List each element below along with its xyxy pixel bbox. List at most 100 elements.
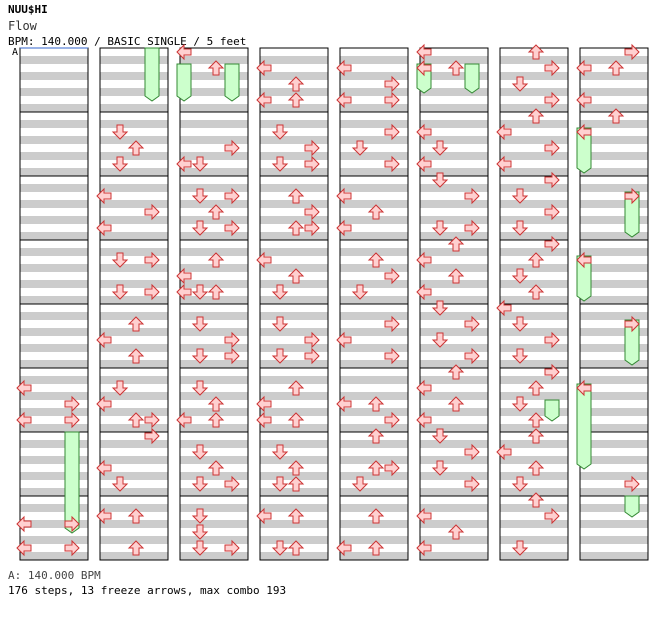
down-arrow [111,380,129,396]
left-arrow [336,59,352,77]
right-arrow [384,411,400,429]
beat-stripe [260,472,328,480]
down-arrow [431,220,449,236]
freeze-arrow [64,431,80,534]
column-border [99,47,169,561]
right-arrow [304,331,320,349]
down-arrow [111,284,129,300]
up-arrow [287,188,305,204]
beat-stripe [20,328,88,336]
right-arrow [384,347,400,365]
beat-stripe [20,280,88,288]
beat-stripe [420,232,488,240]
beat-stripe [500,296,568,304]
beat-stripe [100,360,168,368]
up-arrow [447,60,465,76]
beat-stripe [260,312,328,320]
beat-stripe [500,56,568,64]
up-arrow [527,428,545,444]
beat-stripe [420,152,488,160]
right-arrow [224,475,240,493]
right-arrow [624,43,640,61]
down-arrow [271,316,289,332]
beat-stripe [180,408,248,416]
beat-stripe [580,472,648,480]
up-arrow [367,508,385,524]
beat-stripe [100,56,168,64]
beat-stripe [420,136,488,144]
beat-stripe [580,360,648,368]
beat-stripe [580,312,648,320]
beat-stripe [500,72,568,80]
right-arrow [144,203,160,221]
left-arrow [256,91,272,109]
beat-stripe [180,376,248,384]
up-arrow [287,76,305,92]
beat-stripe [340,296,408,304]
beat-stripe [580,88,648,96]
up-arrow [527,284,545,300]
right-arrow [304,155,320,173]
beat-stripe [580,216,648,224]
beat-stripe [100,424,168,432]
beat-stripe [20,360,88,368]
left-arrow [16,379,32,397]
beat-stripe [500,424,568,432]
up-arrow [527,492,545,508]
beat-stripe [180,504,248,512]
beat-stripe [100,472,168,480]
down-arrow [191,284,209,300]
right-arrow [544,171,560,189]
up-arrow [367,540,385,556]
beat-stripe [580,536,648,544]
beat-stripe [260,504,328,512]
up-arrow [207,284,225,300]
down-arrow [191,156,209,172]
left-arrow [96,187,112,205]
up-arrow [367,396,385,412]
down-arrow [111,476,129,492]
right-arrow [64,395,80,413]
column-border [179,47,249,561]
beat-stripe [20,216,88,224]
beat-stripe [20,456,88,464]
up-arrow [127,508,145,524]
freeze-arrow [576,255,592,302]
beat-stripe [260,200,328,208]
down-arrow [511,188,529,204]
left-arrow [336,91,352,109]
chart-column [419,47,489,561]
left-arrow [16,411,32,429]
up-arrow [367,204,385,220]
beat-stripe [580,440,648,448]
chart-info: BPM: 140.000 / BASIC SINGLE / 5 feet [8,35,247,48]
left-arrow [336,395,352,413]
right-arrow [384,123,400,141]
beat-stripe [20,392,88,400]
right-arrow [464,443,480,461]
beat-stripe [420,216,488,224]
down-arrow [191,316,209,332]
beat-stripe [260,152,328,160]
beat-stripe [100,520,168,528]
song-title: NUU$HI [8,3,48,16]
beat-stripe [580,56,648,64]
beat-stripe [100,408,168,416]
up-arrow [207,460,225,476]
up-arrow [607,108,625,124]
up-arrow [447,524,465,540]
beat-stripe [20,520,88,528]
freeze-arrow [576,127,592,174]
beat-stripe [580,232,648,240]
right-arrow [144,251,160,269]
left-arrow [176,267,192,285]
beat-stripe [100,120,168,128]
beat-stripe [500,360,568,368]
beat-stripe [260,248,328,256]
beat-stripe [180,136,248,144]
beat-stripe [420,328,488,336]
up-arrow [127,412,145,428]
beat-stripe [100,248,168,256]
down-arrow [511,348,529,364]
chart-column [179,47,249,561]
